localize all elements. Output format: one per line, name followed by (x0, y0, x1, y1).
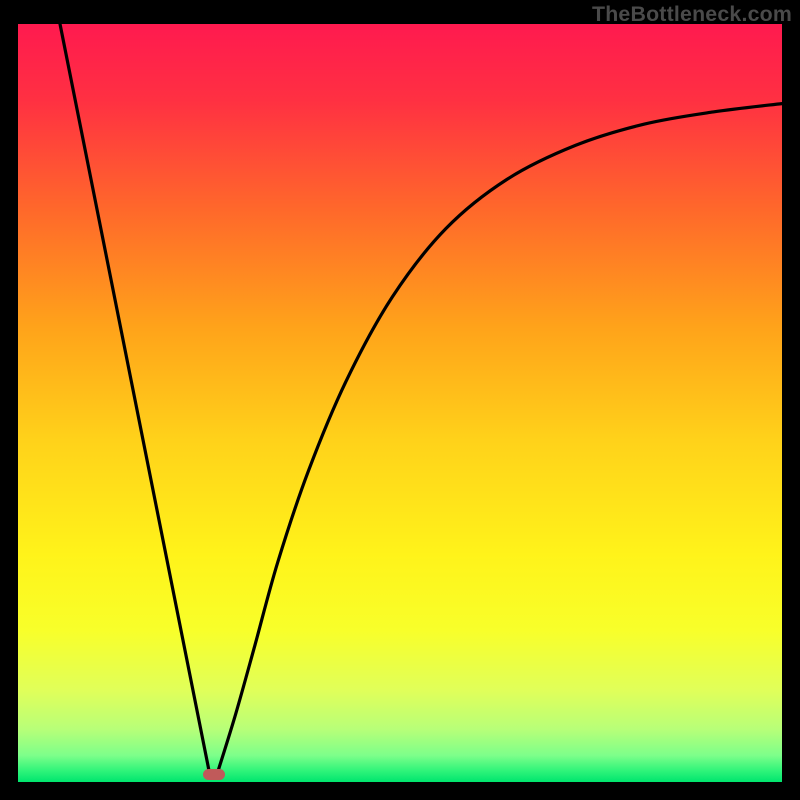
plot-area (18, 24, 782, 782)
optimum-marker (203, 769, 225, 780)
chart-frame: TheBottleneck.com (0, 0, 800, 800)
attribution-text: TheBottleneck.com (592, 2, 792, 27)
curve-layer (18, 24, 782, 782)
bottleneck-curve (60, 24, 782, 771)
